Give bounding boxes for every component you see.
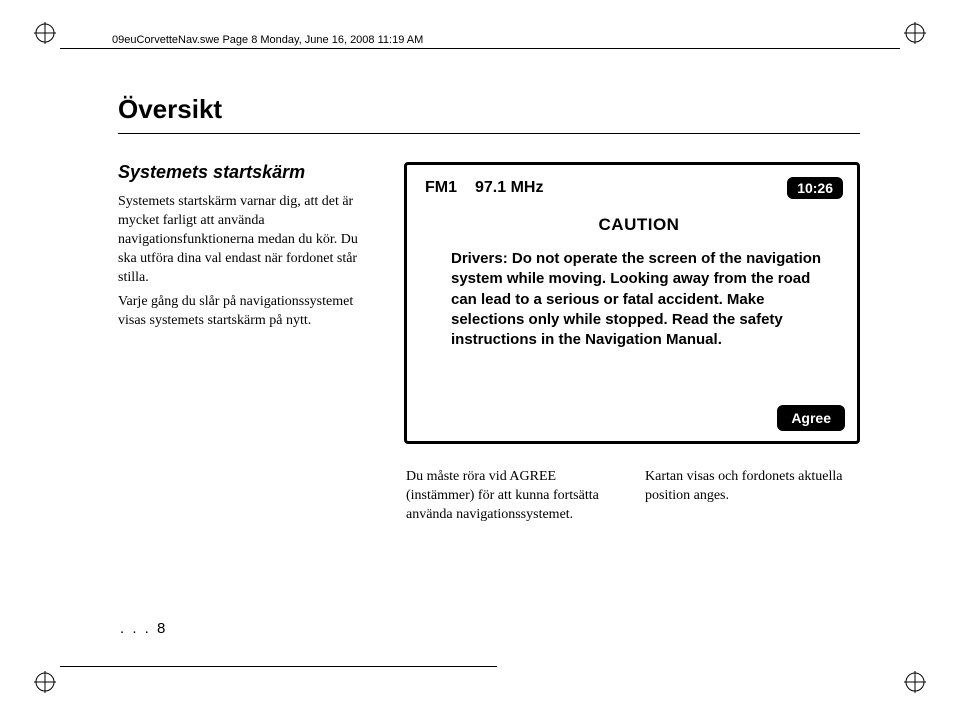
subheading: Systemets startskärm: [118, 162, 368, 183]
caution-body: Drivers: Do not operate the screen of th…: [451, 249, 827, 350]
paragraph-1: Systemets startskärm varnar dig, att det…: [118, 193, 368, 287]
rule-top: [60, 48, 900, 49]
radio-frequency: 97.1 MHz: [475, 179, 543, 197]
agree-button[interactable]: Agree: [777, 405, 845, 431]
rule-bottom: [60, 666, 497, 667]
footer-paragraph-left: Du måste röra vid AGREE (instämmer) för …: [406, 468, 621, 525]
status-bar: FM1 97.1 MHz 10:26: [415, 173, 849, 209]
radio-band: FM1: [425, 179, 457, 197]
crop-mark-top-right: [904, 22, 926, 44]
page-number: . . . 8: [120, 620, 167, 637]
clock-pill: 10:26: [787, 177, 843, 199]
section-title: Översikt: [118, 94, 860, 125]
page-frame: 09euCorvetteNav.swe Page 8 Monday, June …: [60, 48, 900, 667]
crop-mark-top-left: [34, 22, 56, 44]
left-column: Systemets startskärm Systemets startskär…: [118, 162, 368, 337]
page-meta-text: 09euCorvetteNav.swe Page 8 Monday, June …: [108, 34, 427, 46]
paragraph-2: Varje gång du slår på navigationssysteme…: [118, 293, 368, 331]
caution-heading: CAUTION: [451, 215, 827, 235]
footer-paragraph-right: Kartan visas och fordonets aktuella posi…: [645, 468, 860, 525]
nav-screen-figure: FM1 97.1 MHz 10:26 CAUTION Drivers: Do n…: [404, 162, 860, 444]
crop-mark-bottom-left: [34, 671, 56, 693]
crop-mark-bottom-right: [904, 671, 926, 693]
title-rule: [118, 133, 860, 134]
